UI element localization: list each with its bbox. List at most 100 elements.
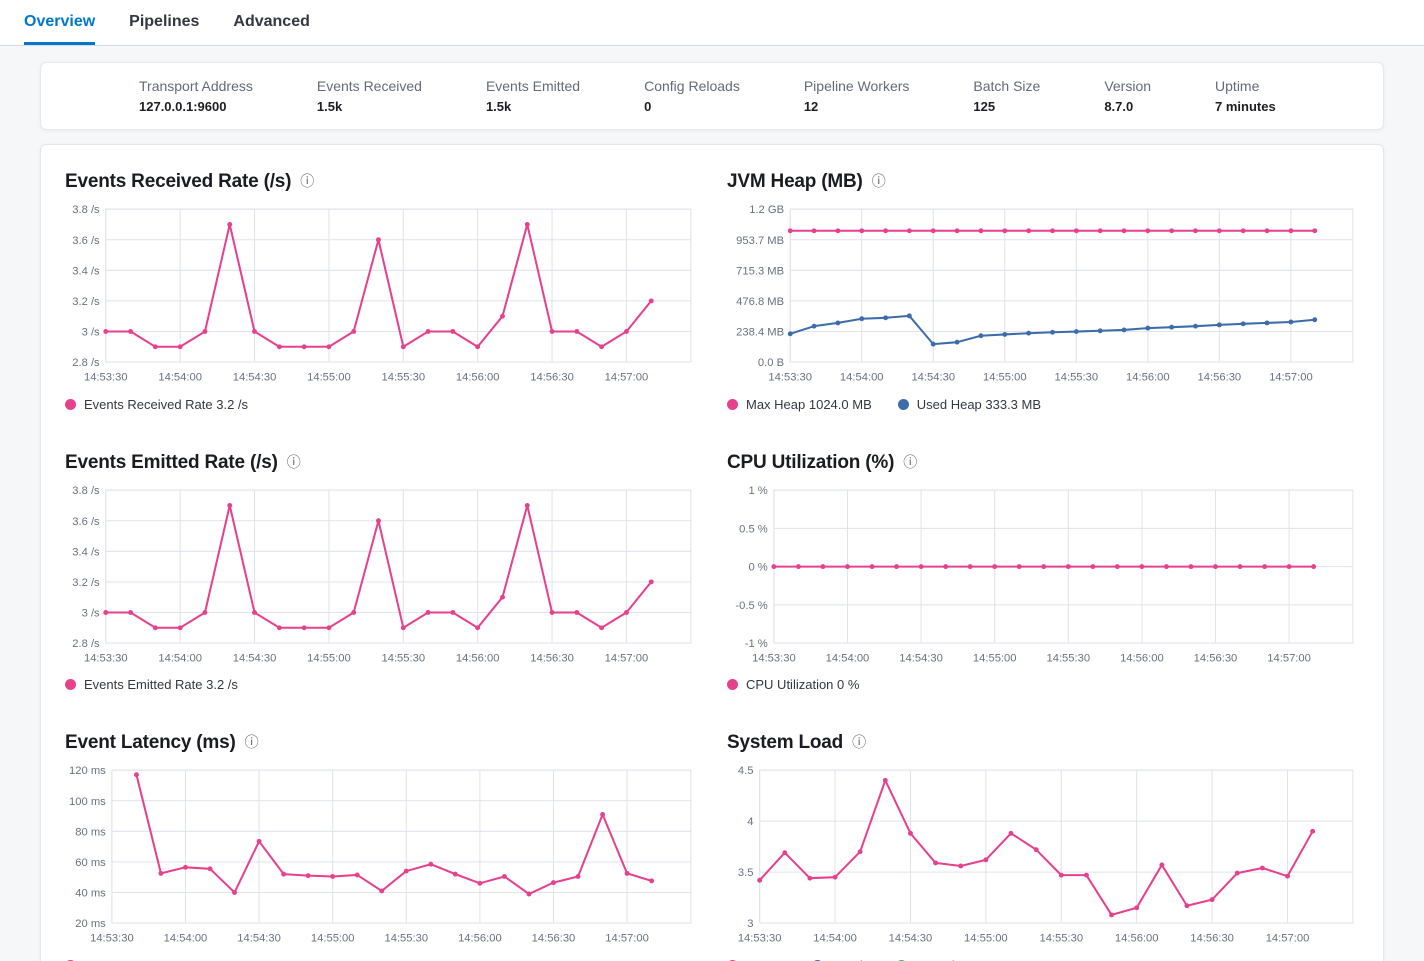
svg-text:14:57:00: 14:57:00 (1267, 652, 1311, 664)
summary-item: Uptime 7 minutes (1215, 76, 1276, 116)
chart-title: System Load (727, 732, 844, 754)
svg-text:715.3 MB: 715.3 MB (736, 265, 784, 277)
svg-text:14:55:30: 14:55:30 (381, 652, 425, 664)
summary-label: Transport Address (139, 78, 253, 94)
chart-title: JVM Heap (MB) (727, 171, 863, 192)
legend-label: 15mN/A (915, 958, 962, 961)
legend-item[interactable]: 15mN/A (896, 958, 962, 961)
chart-title: CPU Utilization (%) (727, 451, 895, 473)
chart-legend: Events Received Rate 3.2 /s (65, 397, 697, 412)
svg-text:14:54:30: 14:54:30 (911, 371, 955, 383)
svg-text:3.6 /s: 3.6 /s (72, 515, 100, 527)
svg-text:14:56:00: 14:56:00 (456, 652, 500, 664)
info-icon[interactable]: ⓘ (244, 735, 259, 752)
svg-text:0 %: 0 % (748, 561, 767, 573)
svg-text:20 ms: 20 ms (75, 918, 106, 930)
svg-text:14:54:30: 14:54:30 (233, 652, 277, 664)
legend-item[interactable]: Event Latency 47.59 ms (65, 958, 223, 961)
summary-label: Batch Size (973, 78, 1041, 94)
info-icon[interactable]: ⓘ (852, 735, 867, 752)
svg-text:14:56:00: 14:56:00 (458, 933, 502, 945)
info-icon[interactable]: ⓘ (286, 454, 301, 471)
svg-text:60 ms: 60 ms (75, 857, 106, 869)
legend-item[interactable]: CPU Utilization 0 % (727, 677, 859, 692)
svg-text:-0.5 %: -0.5 % (735, 599, 767, 611)
svg-text:120 ms: 120 ms (69, 765, 106, 777)
info-icon[interactable]: ⓘ (903, 454, 918, 471)
svg-text:4.5: 4.5 (738, 765, 754, 777)
chart-canvas[interactable]: 3 3.5 4 4.5 14:53:30 14:54:00 14:54:30 14:55:00… (727, 762, 1359, 952)
summary-label: Pipeline Workers (803, 78, 910, 94)
chart-canvas[interactable]: -1 % -0.5 % 0 % 0.5 % 1 % 14:53:30 14:54:00 14:… (727, 482, 1359, 672)
summary-item: Pipeline Workers 12 (804, 76, 910, 116)
svg-text:0.5 %: 0.5 % (739, 523, 768, 535)
svg-text:3.8 /s: 3.8 /s (72, 485, 100, 497)
legend-label: Events Emitted Rate 3.2 /s (84, 677, 238, 693)
charts-panel: Events Received Rate (/s) ⓘ 2.8 /s 3 /s 3.… (40, 144, 1384, 961)
svg-text:14:57:00: 14:57:00 (1269, 371, 1313, 383)
legend-label: Event Latency 47.59 ms (84, 958, 223, 961)
legend-dot-icon (65, 679, 76, 691)
legend-dot-icon (727, 959, 738, 961)
tab-bar: Overview Pipelines Advanced (0, 0, 1424, 46)
legend-dot-icon (896, 959, 908, 961)
legend-item[interactable]: Used Heap 333.3 MB (897, 397, 1041, 412)
svg-text:14:56:00: 14:56:00 (456, 371, 500, 383)
svg-text:3 /s: 3 /s (82, 607, 100, 619)
chart-canvas[interactable]: 2.8 /s 3 /s 3.2 /s 3.4 /s 3.6 /s 3.8 /s 14:53:… (65, 201, 697, 391)
svg-text:2.8 /s: 2.8 /s (72, 638, 100, 650)
svg-text:14:56:30: 14:56:30 (1190, 933, 1234, 945)
chart-event-latency: Event Latency (ms) ⓘ 20 ms 40 ms 60 ms 80 m… (65, 732, 697, 961)
svg-text:14:55:00: 14:55:00 (307, 371, 351, 383)
tab-overview[interactable]: Overview (24, 0, 96, 45)
svg-text:14:55:00: 14:55:00 (311, 933, 355, 945)
svg-text:1.2 GB: 1.2 GB (749, 204, 784, 216)
svg-text:14:54:00: 14:54:00 (164, 933, 208, 945)
tab-advanced[interactable]: Advanced (233, 13, 310, 30)
legend-dot-icon (727, 398, 738, 410)
svg-text:14:55:30: 14:55:30 (381, 371, 425, 383)
svg-text:953.7 MB: 953.7 MB (736, 235, 784, 247)
svg-text:14:57:00: 14:57:00 (605, 933, 649, 945)
chart-cpu-utilization: CPU Utilization (%) ⓘ -1 % -0.5 % 0 % 0.5 %… (727, 451, 1359, 692)
svg-text:40 ms: 40 ms (75, 888, 106, 900)
summary-item: Events Emitted 1.5k (486, 76, 580, 116)
svg-text:14:54:00: 14:54:00 (158, 371, 202, 383)
svg-text:14:57:00: 14:57:00 (605, 371, 649, 383)
legend-item[interactable]: Events Emitted Rate 3.2 /s (65, 677, 238, 692)
svg-text:14:56:30: 14:56:30 (532, 933, 576, 945)
svg-text:100 ms: 100 ms (69, 796, 106, 808)
legend-item[interactable]: Max Heap 1024.0 MB (727, 397, 872, 412)
svg-text:14:56:00: 14:56:00 (1120, 652, 1164, 664)
svg-text:14:55:00: 14:55:00 (964, 933, 1008, 945)
svg-text:14:53:30: 14:53:30 (90, 933, 134, 945)
chart-canvas[interactable]: 2.8 /s 3 /s 3.2 /s 3.4 /s 3.6 /s 3.8 /s 14:53:… (65, 482, 697, 672)
legend-dot-icon (811, 959, 823, 961)
info-icon[interactable]: ⓘ (871, 174, 886, 190)
chart-canvas[interactable]: 0.0 B 238.4 MB 476.8 MB 715.3 MB 953.7 MB 1.2… (727, 201, 1359, 391)
svg-text:14:53:30: 14:53:30 (738, 933, 782, 945)
tab-pipelines[interactable]: Pipelines (129, 13, 200, 30)
svg-text:14:55:30: 14:55:30 (1055, 371, 1099, 383)
info-icon[interactable]: ⓘ (300, 174, 315, 190)
legend-item[interactable]: Events Received Rate 3.2 /s (65, 397, 248, 412)
svg-text:14:57:00: 14:57:00 (1266, 933, 1310, 945)
legend-dot-icon (897, 398, 909, 410)
summary-item: Transport Address 127.0.0.1:9600 (139, 76, 253, 116)
legend-item[interactable]: 5mN/A (811, 958, 871, 961)
chart-canvas[interactable]: 20 ms 40 ms 60 ms 80 ms 100 ms 120 ms 14:53:30… (65, 762, 697, 952)
legend-label: Events Received Rate 3.2 /s (84, 396, 249, 412)
chart-system-load: System Load ⓘ 3 3.5 4 4.5 14:53:30 14:54:00 14… (727, 732, 1359, 961)
chart-title: Event Latency (ms) (65, 732, 236, 754)
legend-label: 5mN/A (831, 958, 871, 961)
legend-label: CPU Utilization 0 % (746, 677, 860, 693)
summary-item: Events Received 1.5k (317, 76, 422, 116)
svg-text:14:55:30: 14:55:30 (1046, 652, 1090, 664)
svg-text:14:54:30: 14:54:30 (233, 371, 277, 383)
svg-text:3.5: 3.5 (738, 867, 754, 879)
summary-label: Version (1104, 78, 1152, 94)
svg-text:14:57:00: 14:57:00 (605, 652, 649, 664)
svg-text:14:54:30: 14:54:30 (899, 652, 943, 664)
svg-text:14:53:30: 14:53:30 (768, 371, 812, 383)
legend-item[interactable]: 1m 3.9 (727, 958, 786, 961)
